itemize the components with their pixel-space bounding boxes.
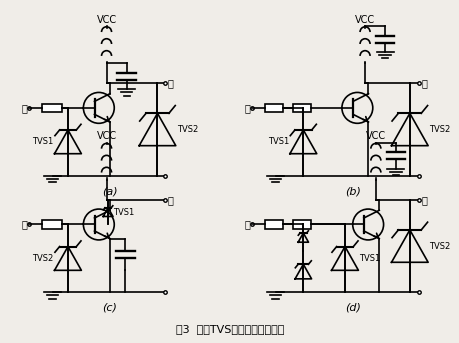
Bar bbox=[292, 104, 310, 112]
Bar bbox=[264, 221, 283, 228]
Bar bbox=[42, 221, 62, 228]
Text: TVS2: TVS2 bbox=[177, 125, 198, 134]
Text: TVS2: TVS2 bbox=[428, 241, 449, 251]
Text: TVS1: TVS1 bbox=[267, 137, 288, 146]
Text: VCC: VCC bbox=[96, 14, 116, 25]
Bar bbox=[42, 104, 62, 112]
Text: (c): (c) bbox=[102, 303, 117, 313]
Text: VCC: VCC bbox=[365, 131, 385, 141]
Text: VCC: VCC bbox=[96, 131, 116, 141]
Text: TVS1: TVS1 bbox=[33, 137, 54, 146]
Text: 出: 出 bbox=[420, 78, 426, 88]
Text: (a): (a) bbox=[101, 186, 117, 196]
Text: 出: 出 bbox=[167, 78, 173, 88]
Text: TVS1: TVS1 bbox=[358, 254, 380, 263]
Text: TVS2: TVS2 bbox=[33, 254, 54, 263]
Bar bbox=[292, 221, 310, 228]
Text: 入: 入 bbox=[22, 220, 28, 229]
Text: 入: 入 bbox=[245, 103, 250, 113]
Text: (d): (d) bbox=[344, 303, 360, 313]
Text: (b): (b) bbox=[344, 186, 360, 196]
Text: 入: 入 bbox=[245, 220, 250, 229]
Text: 入: 入 bbox=[22, 103, 28, 113]
Text: 图3  基于TVS的晶体管保护电路: 图3 基于TVS的晶体管保护电路 bbox=[175, 324, 284, 334]
Text: 出: 出 bbox=[167, 195, 173, 205]
Text: VCC: VCC bbox=[354, 14, 374, 25]
Bar bbox=[264, 104, 283, 112]
Text: TVS2: TVS2 bbox=[428, 125, 449, 134]
Text: TVS1: TVS1 bbox=[113, 208, 134, 217]
Text: 出: 出 bbox=[420, 195, 426, 205]
